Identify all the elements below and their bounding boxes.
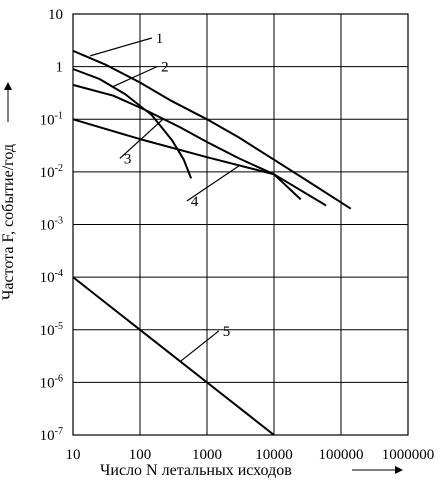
series-line-1	[72, 49, 352, 210]
curve-leader-line	[113, 66, 158, 87]
y-tick-label: 10-1	[40, 110, 63, 128]
curve-label: 5	[223, 324, 231, 340]
grid	[72, 13, 409, 436]
y-tick-base: 1	[56, 60, 64, 76]
y-tick-exponent: -6	[55, 373, 63, 384]
y-tick-label: 10	[48, 7, 63, 23]
y-tick-exponent: -3	[55, 216, 63, 227]
x-axis-title: Число N летальных исходов	[100, 462, 292, 479]
y-tick-base: 10	[40, 428, 55, 444]
y-tick-label: 10-5	[40, 321, 63, 339]
x-tick-label: 10	[66, 447, 81, 463]
curve-label: 4	[191, 194, 199, 210]
y-tick-label: 10-3	[40, 216, 63, 234]
x-axis-arrowhead	[395, 466, 403, 474]
x-tick-label: 1000000	[382, 447, 435, 463]
curve-leader-line	[119, 118, 164, 159]
series-line-4	[72, 118, 327, 207]
y-tick-exponent: -2	[55, 163, 63, 174]
y-axis-title: Частота F, событие/год	[0, 144, 17, 300]
series-line-2	[72, 68, 193, 179]
y-tick-label: 10-7	[40, 426, 63, 444]
series-line-5	[72, 276, 275, 436]
y-tick-base: 10	[40, 323, 55, 339]
x-tick-label: 100000	[319, 447, 364, 463]
y-tick-base: 10	[40, 112, 55, 128]
curve-leader-line	[89, 37, 152, 57]
curve-label: 1	[156, 31, 164, 47]
x-axis-ticks: 10 100 1000 10000 100000 1000000	[66, 447, 435, 463]
series-line-3	[72, 83, 302, 201]
series-layer	[72, 49, 352, 436]
y-tick-base: 10	[40, 165, 55, 181]
x-tick-label: 1000	[192, 447, 222, 463]
plot-frame	[72, 13, 409, 436]
curve-leader-line	[186, 165, 240, 202]
y-tick-exponent: -1	[55, 110, 63, 121]
curve-label: 3	[124, 151, 132, 167]
y-tick-label: 10-2	[40, 163, 63, 181]
y-tick-base: 10	[48, 7, 63, 23]
y-tick-label: 10-6	[40, 373, 63, 391]
curve-labels: 1 2 3 4 5	[89, 31, 240, 362]
y-tick-base: 10	[40, 270, 55, 286]
curve-leader-line	[179, 330, 220, 362]
y-axis-arrowhead	[4, 82, 12, 90]
x-tick-label: 100	[129, 447, 152, 463]
y-tick-label: 1	[56, 60, 64, 76]
y-tick-base: 10	[40, 375, 55, 391]
y-tick-base: 10	[40, 218, 55, 234]
y-tick-exponent: -7	[55, 426, 63, 437]
y-tick-exponent: -4	[55, 268, 63, 279]
y-tick-exponent: -5	[55, 321, 63, 332]
curve-label: 2	[161, 60, 169, 76]
x-tick-label: 10000	[255, 447, 293, 463]
y-tick-label: 10-4	[40, 268, 63, 286]
